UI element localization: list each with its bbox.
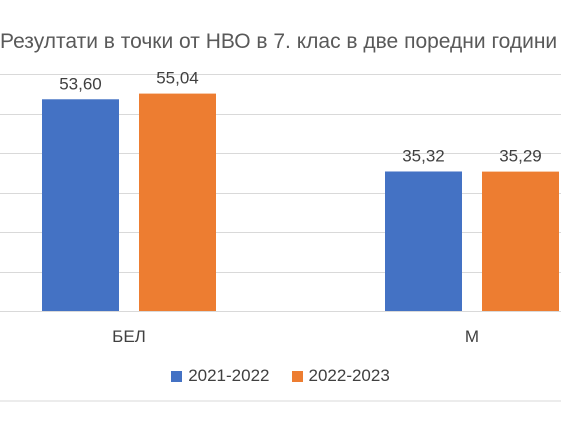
category-label: БЕЛ	[112, 327, 146, 346]
legend-label-series-2: 2022-2023	[308, 366, 390, 385]
category-labels: БЕЛ М	[112, 327, 479, 346]
gridlines	[0, 74, 561, 312]
legend: 2021-2022 2022-2023	[0, 366, 561, 386]
bar-1-1	[42, 99, 119, 311]
chart-title: Резултати в точки от НВО в 7. клас в две…	[0, 30, 558, 53]
legend-swatch-series-1	[171, 370, 183, 382]
data-labels: 53,60 55,04 35,32 35,29	[59, 69, 542, 166]
bar-2-1	[139, 93, 216, 311]
data-label: 55,04	[156, 69, 199, 88]
data-label: 35,29	[499, 147, 542, 166]
data-label: 35,32	[402, 146, 445, 165]
legend-label-series-1: 2021-2022	[188, 366, 270, 385]
bars	[42, 93, 559, 311]
bar-1-2	[385, 171, 462, 311]
legend-swatch-series-2	[291, 370, 303, 382]
data-label: 53,60	[59, 74, 102, 93]
legend-item-series-2: 2022-2023	[291, 366, 390, 386]
legend-item-series-1: 2021-2022	[171, 366, 270, 386]
bar-2-2	[482, 171, 559, 311]
category-label: М	[465, 327, 479, 346]
